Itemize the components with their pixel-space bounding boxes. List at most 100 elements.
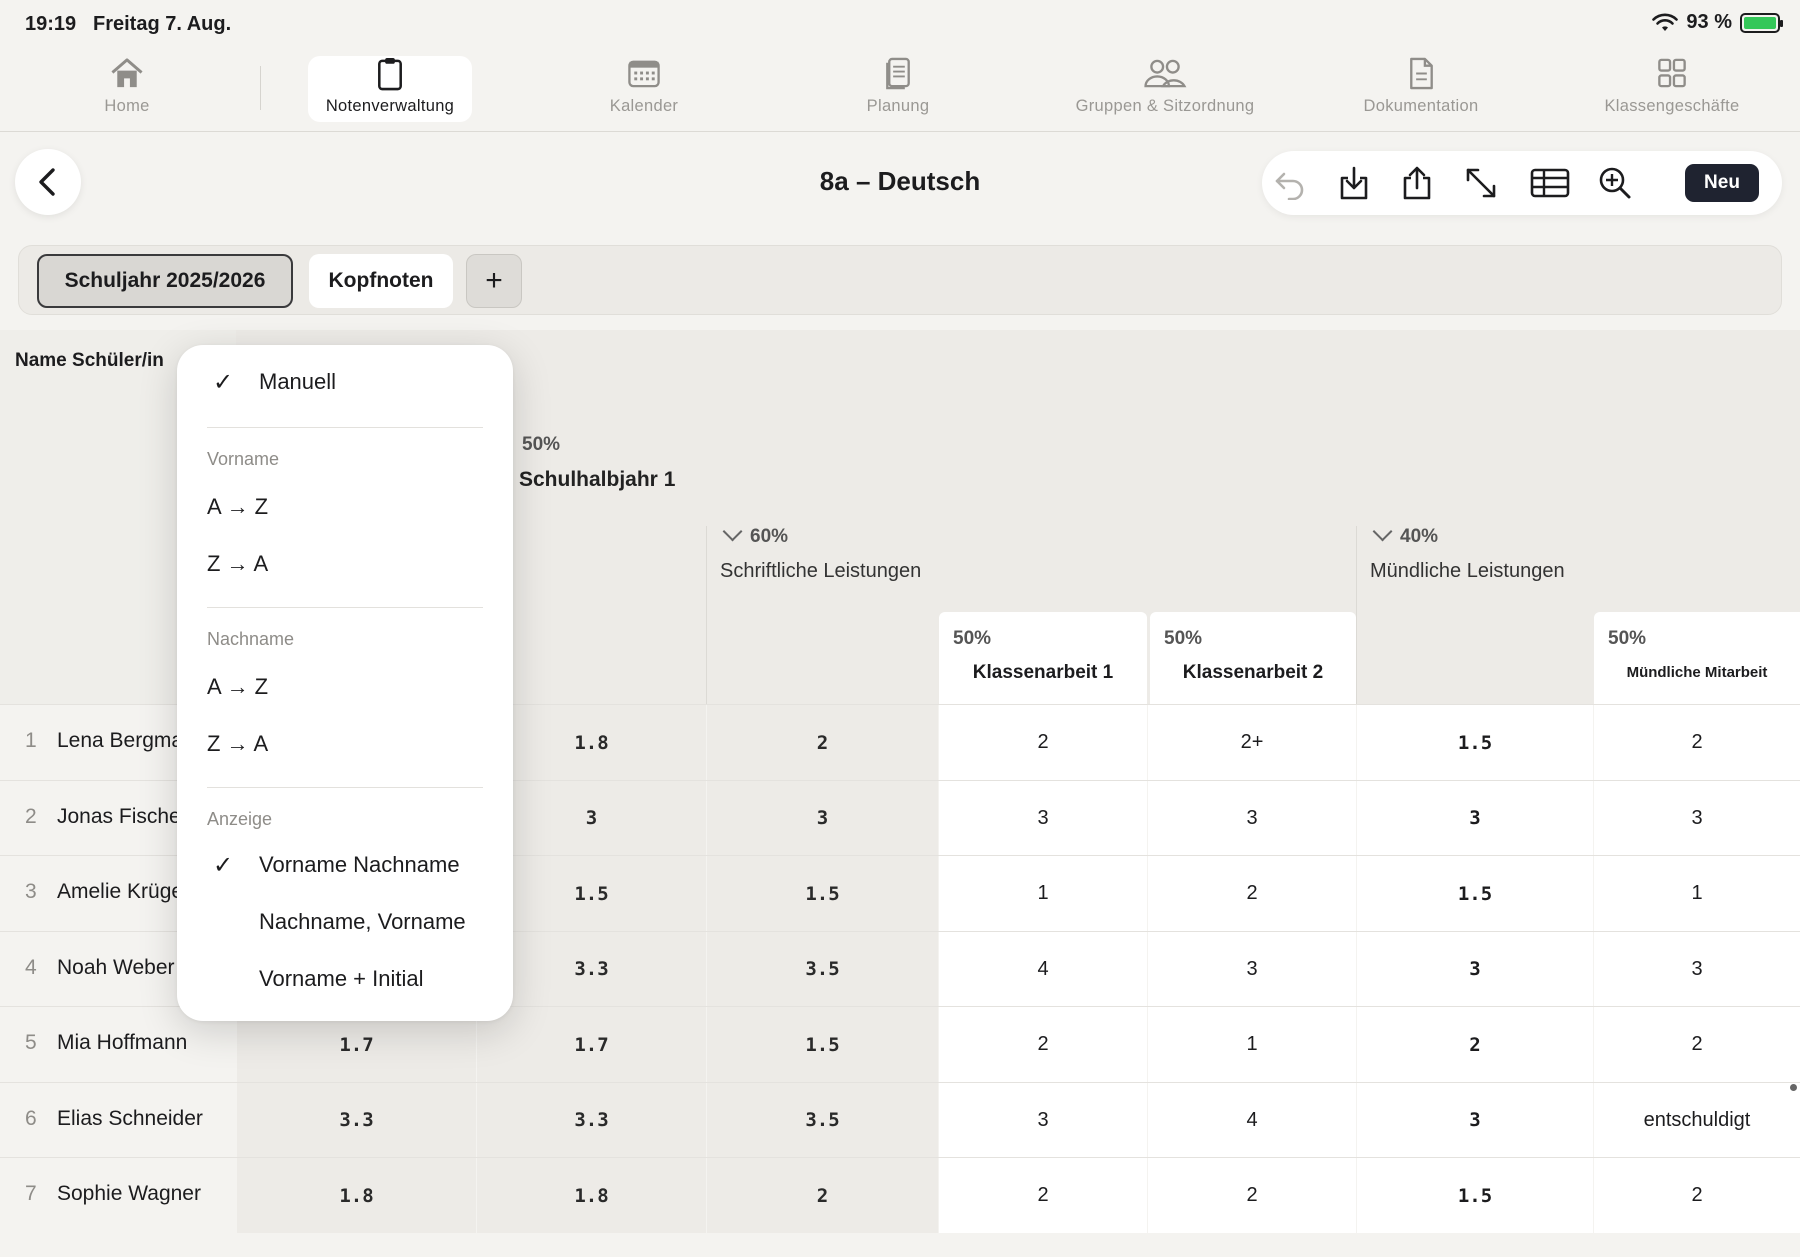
row-number: 7: [25, 1182, 37, 1205]
display-first-initial-label: Vorname + Initial: [259, 966, 424, 991]
row-number: 2: [25, 804, 37, 828]
tab-kalender[interactable]: Kalender: [600, 56, 688, 122]
tab-klassengeschaefte[interactable]: Klassengeschäfte: [1600, 56, 1744, 122]
grade-cell[interactable]: 4: [939, 931, 1147, 1007]
student-name[interactable]: Mia Hoffmann: [57, 1031, 188, 1054]
share-icon: [1403, 166, 1431, 200]
student-name[interactable]: Jonas Fischer: [57, 804, 188, 828]
grade-cell[interactable]: 1.5: [1357, 856, 1593, 931]
written-header[interactable]: 60% Schriftliche Leistungen: [720, 521, 921, 583]
sort-first-name-az[interactable]: A → Z: [177, 483, 513, 531]
tab-planung[interactable]: Planung: [856, 56, 940, 122]
exam2-weight: 50%: [1164, 628, 1203, 649]
people-icon: [1144, 59, 1187, 88]
student-name[interactable]: Amelie Krüger: [57, 880, 191, 903]
grade-cell: 3.5: [707, 931, 938, 1007]
grade-cell[interactable]: 1.5: [1357, 1158, 1593, 1233]
exam2-header[interactable]: 50% Klassenarbeit 2: [1150, 612, 1356, 704]
sort-first-name-za[interactable]: Z → A: [177, 540, 513, 588]
display-first-initial[interactable]: Vorname + Initial: [177, 955, 513, 1003]
grade-cell[interactable]: 3: [1148, 931, 1356, 1007]
sort-last-name-az[interactable]: A → Z: [177, 663, 513, 711]
half-year-header[interactable]: 50% Schulhalbjahr 1: [519, 434, 676, 492]
grade-cell: 1.5: [477, 856, 706, 931]
oral-part-header[interactable]: 50% Mündliche Mitarbeit: [1594, 612, 1800, 704]
wifi-icon: [1652, 13, 1679, 31]
status-right: 93 %: [1652, 11, 1783, 34]
grade-cell: 1.5: [707, 856, 938, 931]
grade-cell[interactable]: 2: [1148, 856, 1356, 931]
undo-button[interactable]: [1272, 165, 1308, 201]
row-number: 4: [25, 955, 37, 979]
tab-gruppen[interactable]: Gruppen & Sitzordnung: [1064, 56, 1266, 122]
table-view-button[interactable]: [1529, 165, 1571, 201]
zoom-button[interactable]: [1597, 165, 1633, 201]
oral-part-weight: 50%: [1608, 628, 1647, 649]
grade-cell[interactable]: 3: [1357, 780, 1593, 856]
grade-cell[interactable]: 3: [939, 1082, 1147, 1158]
grade-cell[interactable]: 2+: [1148, 705, 1356, 780]
tab-notenverwaltung[interactable]: Notenverwaltung: [308, 56, 472, 122]
tab-schuljahr[interactable]: Schuljahr 2025/2026: [37, 254, 293, 308]
name-header-label[interactable]: Name Schüler/in: [15, 350, 164, 371]
grade-cell[interactable]: 1: [939, 856, 1147, 931]
display-first-last[interactable]: ✓ Vorname Nachname: [177, 841, 513, 889]
grade-cell[interactable]: 3: [1357, 1082, 1593, 1158]
new-button[interactable]: Neu: [1685, 164, 1759, 202]
grade-cell[interactable]: 2: [1594, 705, 1800, 780]
grade-cell: 3.3: [477, 1082, 706, 1158]
student-name[interactable]: Sophie Wagner: [57, 1182, 201, 1205]
oral-header[interactable]: 40% Mündliche Leistungen: [1370, 521, 1565, 583]
sort-manual[interactable]: ✓ Manuell: [177, 358, 513, 406]
document-stack-icon: [886, 57, 910, 90]
student-name[interactable]: Elias Schneider: [57, 1106, 203, 1130]
grade-cell[interactable]: 3: [1357, 931, 1593, 1007]
row-number: 5: [25, 1031, 37, 1054]
grade-cell[interactable]: 2: [939, 1158, 1147, 1233]
grade-cell[interactable]: 3: [1594, 931, 1800, 1007]
column-divider: [706, 526, 707, 704]
grade-cell[interactable]: 4: [1148, 1082, 1356, 1158]
grade-cell[interactable]: 1.5: [1357, 705, 1593, 780]
grade-cell[interactable]: 2: [939, 1007, 1147, 1082]
exam1-label: Klassenarbeit 1: [972, 662, 1114, 683]
grade-cell: 1.8: [237, 1158, 476, 1233]
grade-cell[interactable]: 2: [1357, 1007, 1593, 1082]
share-button[interactable]: [1399, 165, 1435, 201]
back-button[interactable]: [15, 149, 81, 215]
half-year-label: Schulhalbjahr 1: [519, 468, 676, 491]
tab-kopfnoten[interactable]: Kopfnoten: [309, 254, 453, 308]
student-name[interactable]: Noah Weber: [57, 955, 175, 979]
exam1-header[interactable]: 50% Klassenarbeit 1: [939, 612, 1147, 704]
grade-cell: 3: [477, 780, 706, 856]
grade-cell[interactable]: 3: [939, 780, 1147, 856]
student-name[interactable]: Lena Bergmann: [57, 729, 207, 752]
grade-cell[interactable]: entschuldigt: [1594, 1082, 1800, 1158]
scroll-indicator[interactable]: [1790, 1084, 1797, 1091]
grade-cell: 2: [707, 1158, 938, 1233]
grade-cell[interactable]: 1: [1594, 856, 1800, 931]
grade-cell[interactable]: 2: [1148, 1158, 1356, 1233]
status-bar: 19:19 Freitag 7. Aug. 93 %: [0, 0, 1800, 48]
clipboard-icon: [378, 57, 402, 91]
tab-home[interactable]: Home: [90, 56, 164, 122]
sort-last-name-za[interactable]: Z → A: [177, 720, 513, 768]
add-tab-button[interactable]: +: [466, 254, 522, 308]
import-button[interactable]: [1336, 165, 1372, 201]
oral-weight: 40%: [1400, 526, 1439, 547]
grade-cell[interactable]: 2: [939, 705, 1147, 780]
assessment-tab-strip: Schuljahr 2025/2026 Kopfnoten +: [18, 245, 1782, 315]
checkmark-icon: ✓: [213, 368, 234, 396]
document-icon: [1410, 57, 1433, 90]
calendar-icon: [628, 60, 660, 88]
status-date: Freitag 7. Aug.: [93, 13, 232, 35]
expand-button[interactable]: [1463, 165, 1499, 201]
tab-dokumentation[interactable]: Dokumentation: [1354, 56, 1488, 122]
sort-manual-label: Manuell: [259, 369, 337, 394]
grade-cell[interactable]: 2: [1594, 1007, 1800, 1082]
grade-cell[interactable]: 1: [1148, 1007, 1356, 1082]
grade-cell[interactable]: 2: [1594, 1158, 1800, 1233]
display-last-first[interactable]: Nachname, Vorname: [177, 898, 513, 946]
grade-cell[interactable]: 3: [1594, 780, 1800, 856]
grade-cell[interactable]: 3: [1148, 780, 1356, 856]
